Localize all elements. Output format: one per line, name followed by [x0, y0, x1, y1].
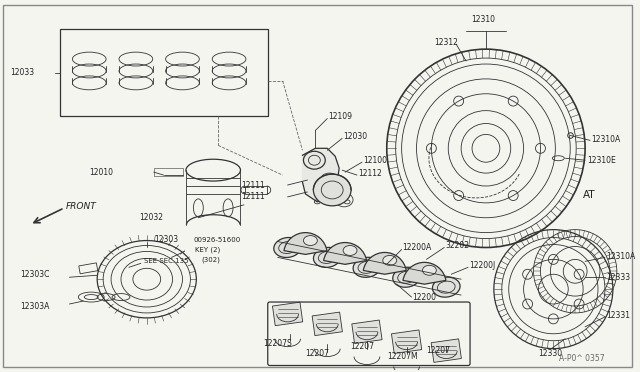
Text: 12310A: 12310A	[606, 252, 635, 261]
Text: 12207M: 12207M	[387, 352, 417, 361]
Bar	[312, 312, 342, 336]
Text: 12032: 12032	[139, 213, 163, 222]
Bar	[60, 29, 268, 116]
Text: 12303A: 12303A	[20, 302, 49, 311]
Bar	[273, 302, 303, 326]
Text: 12310: 12310	[471, 15, 495, 24]
Text: 12030: 12030	[343, 132, 367, 141]
Text: 12200: 12200	[413, 292, 436, 302]
Ellipse shape	[433, 277, 460, 297]
Wedge shape	[403, 262, 446, 284]
Text: A-P0^ 0357: A-P0^ 0357	[559, 354, 605, 363]
Text: 12207S: 12207S	[263, 339, 292, 348]
Ellipse shape	[303, 151, 325, 169]
Text: FRONT: FRONT	[65, 202, 96, 211]
Text: 12200A: 12200A	[403, 243, 432, 252]
Text: 12303C: 12303C	[20, 270, 49, 279]
Text: 12331: 12331	[606, 311, 630, 320]
Text: 12111: 12111	[241, 192, 265, 201]
Wedge shape	[364, 253, 406, 274]
Text: 12112: 12112	[358, 169, 381, 177]
Bar	[79, 263, 98, 274]
Text: 12033: 12033	[10, 68, 34, 77]
Ellipse shape	[343, 246, 357, 256]
Text: 32202: 32202	[445, 241, 469, 250]
Ellipse shape	[383, 256, 397, 265]
Text: 12207: 12207	[305, 349, 330, 358]
Text: KEY (2): KEY (2)	[195, 246, 221, 253]
Text: 12207: 12207	[426, 346, 451, 355]
Polygon shape	[303, 148, 339, 202]
Text: 12310E: 12310E	[587, 156, 616, 165]
Text: AT: AT	[583, 190, 596, 200]
Text: 12200J: 12200J	[469, 261, 495, 270]
Text: 12109: 12109	[328, 112, 352, 121]
Bar	[245, 186, 267, 194]
Bar	[431, 339, 461, 362]
Ellipse shape	[303, 235, 317, 246]
Text: (302): (302)	[202, 256, 220, 263]
Bar	[154, 168, 184, 176]
Text: 00926-51600: 00926-51600	[193, 237, 241, 243]
Text: SEE SEC.135: SEE SEC.135	[144, 259, 188, 264]
Ellipse shape	[393, 267, 420, 287]
Ellipse shape	[314, 247, 341, 267]
Bar	[352, 320, 382, 343]
Text: 12100: 12100	[363, 156, 387, 165]
Text: 12010: 12010	[89, 168, 113, 177]
Text: 12310A: 12310A	[591, 135, 620, 144]
Text: 12303: 12303	[154, 235, 178, 244]
Wedge shape	[324, 243, 367, 264]
Text: 12312: 12312	[435, 38, 458, 47]
Ellipse shape	[422, 265, 436, 275]
Wedge shape	[284, 232, 327, 254]
Text: 12111: 12111	[241, 180, 265, 189]
Bar	[392, 330, 422, 353]
Ellipse shape	[274, 237, 301, 257]
Ellipse shape	[353, 257, 381, 278]
Text: 12207: 12207	[350, 342, 374, 351]
Text: 12333: 12333	[606, 273, 630, 282]
Text: 12330: 12330	[538, 349, 563, 358]
Ellipse shape	[314, 174, 351, 206]
